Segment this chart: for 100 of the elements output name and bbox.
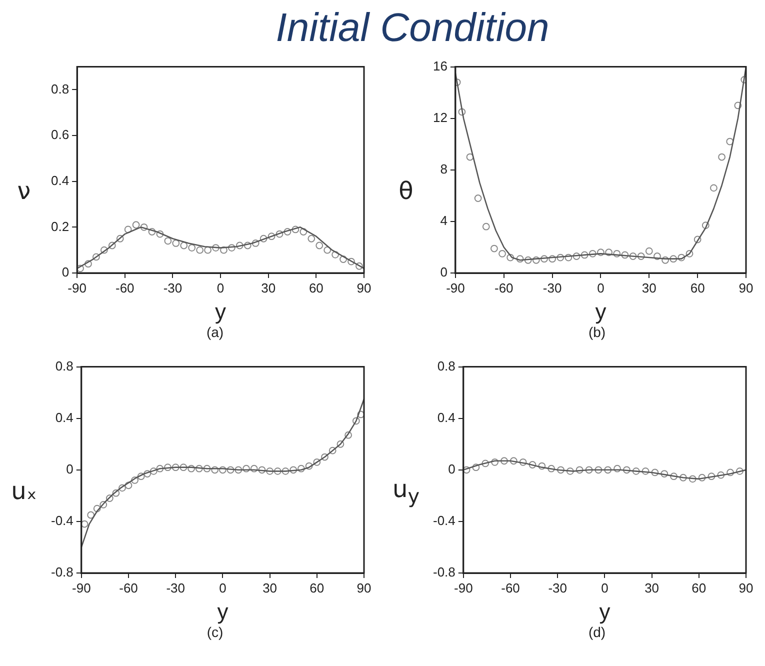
point	[112, 489, 120, 497]
y-tick-label: -0.8	[432, 564, 456, 580]
point	[538, 462, 546, 470]
point	[585, 466, 593, 474]
point	[266, 467, 274, 475]
y-tick-label: 0.4	[437, 410, 456, 425]
text: (d)	[587, 624, 607, 640]
point	[156, 464, 164, 472]
point	[463, 466, 470, 474]
y-tick-label: -0.4	[432, 513, 456, 528]
point	[124, 482, 132, 490]
point	[132, 221, 140, 229]
y-tick-label: 0.4	[50, 172, 70, 188]
point	[698, 474, 706, 482]
point	[621, 251, 629, 259]
point	[580, 251, 588, 259]
point	[629, 252, 637, 260]
point	[106, 494, 114, 502]
x-tick-label: 30	[261, 280, 276, 296]
point	[308, 234, 316, 242]
x-tick-label: 90	[738, 580, 754, 596]
point	[597, 248, 604, 256]
point	[180, 242, 188, 250]
point	[118, 484, 126, 492]
point	[556, 254, 564, 262]
point	[680, 474, 687, 482]
point	[196, 246, 204, 254]
x-tick-label: 60	[690, 280, 705, 296]
point	[305, 462, 313, 470]
point	[686, 250, 694, 258]
point	[490, 244, 498, 252]
point	[100, 500, 108, 508]
point	[290, 466, 298, 474]
point	[180, 464, 188, 472]
x-tick-label: 0	[219, 580, 226, 596]
x-tick-label: -30	[542, 280, 562, 296]
point	[108, 242, 116, 250]
point	[203, 464, 211, 472]
y-tick-label: 16	[432, 58, 448, 74]
point	[242, 464, 250, 472]
y-tick-label: 0.2	[50, 218, 70, 234]
x-tick-label: -90	[72, 580, 91, 596]
point	[642, 467, 650, 475]
point	[84, 260, 92, 268]
point	[282, 467, 290, 475]
x-axis-title: y	[595, 298, 606, 324]
y-tick-label: -0.8	[50, 564, 74, 580]
y-axis-title: u$_{y}$	[391, 474, 421, 508]
point	[328, 446, 336, 454]
point	[284, 228, 292, 236]
x-tick-label: -60	[501, 580, 520, 596]
point	[81, 520, 88, 528]
point	[93, 504, 101, 512]
x-tick-label: 60	[692, 580, 706, 596]
y-axis-title: ν	[16, 177, 32, 205]
point	[466, 153, 474, 161]
point	[548, 255, 556, 263]
point	[124, 226, 132, 234]
point	[357, 410, 364, 418]
point	[717, 471, 725, 479]
point	[131, 476, 138, 484]
point	[268, 232, 276, 240]
point	[458, 108, 466, 116]
point	[252, 240, 260, 247]
point	[340, 256, 347, 263]
point	[211, 466, 219, 474]
x-tick-label: 90	[356, 580, 372, 596]
point	[588, 250, 596, 258]
point	[670, 255, 678, 263]
point	[532, 256, 540, 264]
point	[234, 466, 242, 474]
x-tick-label: 90	[738, 280, 754, 296]
text: (c)	[206, 624, 224, 640]
point	[356, 262, 363, 270]
point	[236, 242, 244, 250]
point	[258, 466, 266, 474]
point	[300, 228, 308, 236]
point	[637, 252, 645, 260]
y-tick-label: 0.8	[437, 358, 456, 374]
point	[654, 252, 661, 260]
x-tick-label: -30	[548, 580, 567, 596]
point	[498, 250, 506, 258]
y-tick-label: 0	[448, 461, 456, 476]
point	[292, 226, 300, 234]
x-tick-label: -90	[454, 580, 473, 596]
point	[220, 246, 228, 254]
point	[250, 464, 258, 472]
x-axis-title: y	[215, 298, 226, 324]
x-tick-label: 0	[597, 280, 604, 296]
point	[274, 467, 282, 475]
point	[260, 234, 268, 242]
point	[557, 466, 564, 474]
point	[678, 254, 686, 262]
y-tick-label: -0.4	[50, 513, 74, 528]
x-tick-label: -60	[494, 280, 514, 296]
point	[670, 472, 678, 480]
point	[77, 264, 84, 272]
point	[228, 244, 236, 252]
point	[726, 138, 734, 146]
point	[156, 230, 164, 238]
